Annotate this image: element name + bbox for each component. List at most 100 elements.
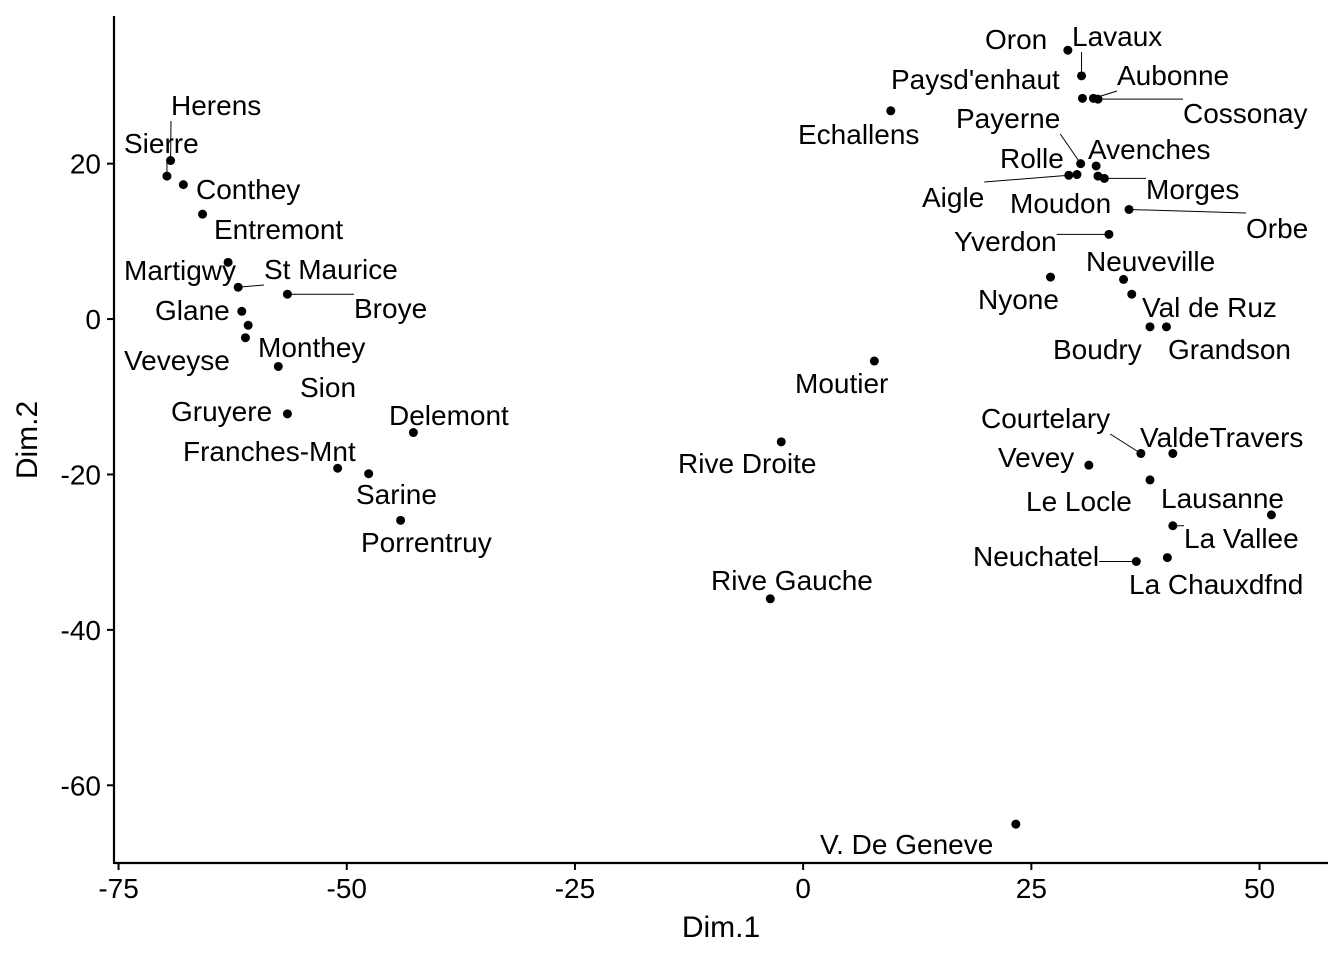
data-point — [869, 356, 879, 366]
x-axis-title: Dim.1 — [682, 911, 760, 944]
data-point — [333, 463, 343, 473]
leader-lines — [166, 52, 1247, 562]
data-point — [223, 257, 233, 267]
data-point — [1063, 45, 1073, 55]
data-point — [1104, 229, 1114, 239]
leader-line — [1109, 433, 1142, 454]
data-point — [282, 409, 292, 419]
x-tick-label: -75 — [98, 873, 138, 904]
point-label: Gruyere — [171, 396, 272, 427]
data-point — [1131, 556, 1141, 566]
point-label: Entremont — [214, 214, 343, 245]
point-label: Vevey — [998, 442, 1074, 473]
point-label: V. De Geneve — [820, 829, 993, 860]
point-label: St Maurice — [264, 254, 398, 285]
point-label: Sion — [300, 372, 356, 403]
y-tick-label: -20 — [61, 459, 101, 490]
point-label: Aubonne — [1117, 60, 1229, 91]
point-label: Sierre — [124, 128, 199, 159]
point-label: Rolle — [1000, 143, 1064, 174]
x-tick-label: 50 — [1244, 873, 1275, 904]
x-tick-label: -25 — [555, 873, 595, 904]
point-label: Moutier — [795, 368, 888, 399]
point-label: Echallens — [798, 119, 919, 150]
data-point — [1266, 510, 1276, 520]
point-label: Grandson — [1168, 334, 1291, 365]
point-label: Aigle — [922, 182, 984, 213]
x-ticks: -75 -50 -25 0 25 50 — [98, 863, 1275, 904]
data-point — [1011, 819, 1021, 829]
data-point — [273, 361, 283, 371]
point-label: ValdeTravers — [1140, 422, 1303, 453]
data-point — [233, 282, 243, 292]
data-point — [198, 209, 208, 219]
x-tick-label: 0 — [795, 873, 811, 904]
x-tick-label: -50 — [327, 873, 367, 904]
data-point — [1046, 272, 1056, 282]
data-point — [408, 428, 418, 438]
data-point — [1168, 521, 1178, 531]
data-point — [240, 333, 250, 343]
point-label: Boudry — [1053, 334, 1142, 365]
data-point — [364, 469, 374, 479]
data-point — [178, 180, 188, 190]
point-label: Payerne — [956, 103, 1060, 134]
data-point — [282, 289, 292, 299]
point-label: Courtelary — [981, 403, 1110, 434]
point-labels: Herens Sierre Conthey Entremont Martigwy St M… — [124, 21, 1308, 860]
data-point — [1077, 93, 1087, 103]
data-point — [765, 594, 775, 604]
leader-line — [1128, 208, 1247, 214]
y-tick-label: -60 — [61, 770, 101, 801]
data-point — [1091, 161, 1101, 171]
data-point — [1127, 289, 1137, 299]
point-label: Porrentruy — [361, 527, 492, 558]
data-point — [1119, 274, 1129, 284]
point-label: La Vallee — [1184, 523, 1299, 554]
point-label: Avenches — [1088, 134, 1210, 165]
leader-line — [984, 174, 1069, 183]
x-tick-label: 25 — [1016, 873, 1047, 904]
data-point — [1162, 553, 1172, 563]
data-point — [1084, 460, 1094, 470]
data-point — [1161, 322, 1171, 332]
data-point — [1093, 94, 1103, 104]
point-label: Broye — [354, 293, 427, 324]
y-axis-title: Dim.2 — [11, 401, 44, 479]
point-label: Neuveville — [1086, 246, 1215, 277]
data-point — [166, 156, 176, 166]
point-label: Rive Droite — [678, 448, 816, 479]
point-label: Le Locle — [1026, 486, 1132, 517]
y-ticks: 20 0 -20 -40 -60 — [61, 149, 114, 801]
point-label: Moudon — [1010, 188, 1111, 219]
leader-line — [1059, 133, 1082, 164]
point-label: Oron — [985, 24, 1047, 55]
point-label: Nyone — [978, 284, 1059, 315]
point-label: Franches-Mnt — [183, 436, 356, 467]
data-point — [1168, 448, 1178, 458]
data-point — [1145, 475, 1155, 485]
point-label: Lavaux — [1072, 21, 1162, 52]
point-label: Yverdon — [954, 226, 1057, 257]
point-label: Delemont — [389, 400, 509, 431]
point-label: Rive Gauche — [711, 565, 873, 596]
point-label: Martigwy — [124, 255, 236, 286]
data-point — [396, 515, 406, 525]
point-label: Val de Ruz — [1142, 292, 1277, 323]
point-label: Conthey — [196, 174, 300, 205]
data-point — [1124, 204, 1134, 214]
point-label: Sarine — [356, 479, 437, 510]
data-points — [162, 45, 1276, 829]
point-label: Neuchatel — [973, 541, 1099, 572]
data-point — [1064, 170, 1074, 180]
point-label: Orbe — [1246, 213, 1308, 244]
point-label: Morges — [1146, 174, 1239, 205]
point-label: Veveyse — [124, 345, 230, 376]
data-point — [243, 320, 253, 330]
point-label: Glane — [155, 295, 230, 326]
data-point — [776, 437, 786, 447]
data-point — [886, 106, 896, 116]
data-point — [1076, 159, 1086, 169]
data-point — [1072, 170, 1082, 180]
